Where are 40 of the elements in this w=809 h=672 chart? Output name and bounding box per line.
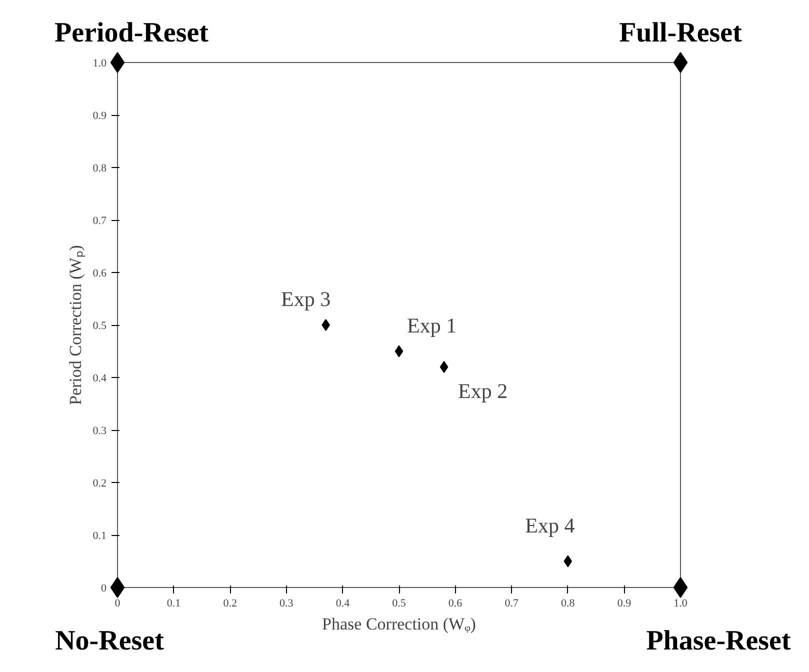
point [322,319,330,331]
y-tick-label: 0.2 [92,478,106,490]
x-tick-label: 0.9 [617,598,632,610]
x-tick-label: 0 [114,598,121,610]
annotation: Exp 2 [458,379,508,403]
y-tick-label: 0.4 [92,372,107,384]
point [110,577,125,598]
y-tick-label: 0.8 [92,162,107,174]
annotation: Exp 1 [407,313,457,338]
y-tick-label: 0.3 [92,425,107,437]
point [394,345,404,358]
y-tick-label: 0.1 [92,530,106,542]
x-tick-label: 1.0 [674,598,688,610]
y-tick-label: 0.6 [92,268,107,280]
annotation: Phase-Reset [646,626,792,656]
x-tick-label: 0.7 [504,598,519,610]
annotation: Exp 3 [281,287,331,311]
x-tick-label: 0.1 [166,598,181,610]
point [673,52,688,73]
y-tick-label: 0 [101,582,107,594]
annotation: Full-Reset [619,18,743,48]
x-tick-label: 0.4 [336,598,350,610]
y-tick-label: 0.5 [92,320,107,332]
x-tick-label: 0.3 [280,598,294,610]
y-axis-title: Period Correction (Wₚ) [66,245,86,405]
point [110,52,125,73]
y-tick-label: 0.9 [92,110,107,122]
x-tick-label: 0.6 [448,598,463,610]
y-tick-label: 1.0 [92,58,107,70]
annotation: No-Reset [55,626,165,656]
y-tick-label: 0.7 [92,215,107,227]
x-axis-title: Phase Correction (Wᵩ) [322,614,476,634]
point [440,361,448,373]
annotation: Exp 4 [525,513,576,538]
point [673,577,688,598]
x-tick-label: 0.2 [223,598,237,610]
x-tick-label: 0.5 [392,598,406,610]
x-tick-label: 0.8 [561,598,576,610]
point [564,555,572,568]
annotation: Period-Reset [54,18,210,48]
